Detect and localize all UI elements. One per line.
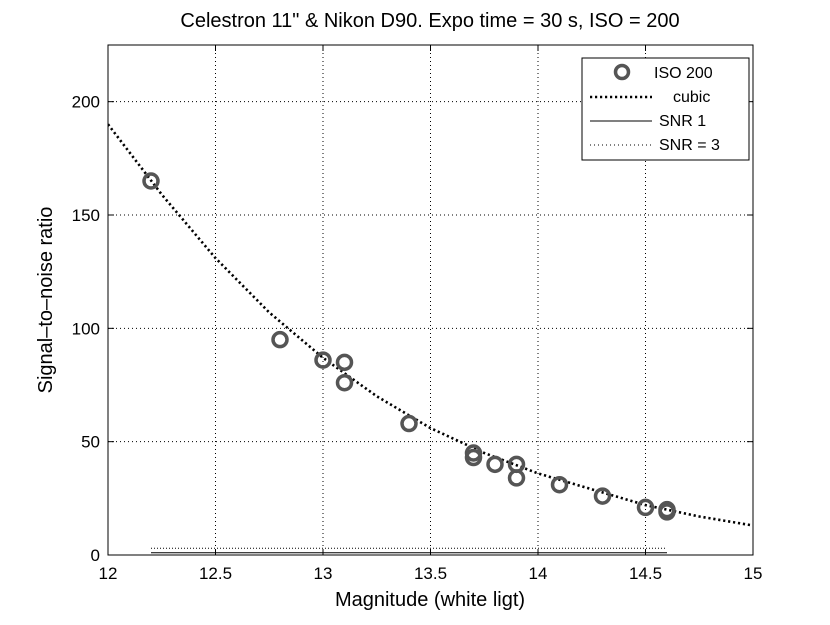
data-point bbox=[400, 414, 418, 433]
legend: ISO 200 cubic SNR 1 SNR = 3 bbox=[581, 57, 750, 161]
legend-iso200-marker-icon bbox=[613, 63, 631, 81]
y-tick-label: 0 bbox=[91, 546, 100, 565]
data-point bbox=[486, 455, 504, 474]
grid bbox=[108, 45, 753, 555]
y-tick-label: 50 bbox=[81, 433, 100, 452]
x-tick-label: 14 bbox=[529, 564, 548, 583]
data-point bbox=[593, 487, 612, 505]
data-point bbox=[507, 469, 526, 487]
y-axis-label: Signal–to–noise ratio bbox=[35, 207, 57, 394]
legend-iso200-label: ISO 200 bbox=[654, 65, 713, 82]
data-point bbox=[550, 475, 569, 494]
x-tick-label: 15 bbox=[744, 564, 763, 583]
x-axis-label: Magnitude (white ligt) bbox=[335, 589, 525, 611]
y-tick-label: 100 bbox=[72, 319, 100, 338]
data-point bbox=[335, 373, 354, 392]
series-layer bbox=[108, 123, 753, 554]
x-axis: 12 12.5 13 13.5 14 14.5 15 bbox=[99, 45, 763, 583]
y-tick-label: 150 bbox=[72, 206, 100, 225]
data-point bbox=[314, 351, 332, 369]
chart-title: Celestron 11" & Nikon D90. Expo time = 3… bbox=[180, 10, 679, 32]
x-tick-label: 13.5 bbox=[414, 564, 447, 583]
y-axis: 0 50 100 150 200 bbox=[72, 93, 753, 565]
y-tick-label: 200 bbox=[72, 93, 100, 112]
data-point bbox=[464, 448, 483, 467]
x-tick-label: 12.5 bbox=[199, 564, 232, 583]
x-tick-label: 14.5 bbox=[629, 564, 662, 583]
legend-snr1-label: SNR 1 bbox=[659, 113, 706, 130]
legend-snr3-label: SNR = 3 bbox=[659, 137, 720, 154]
data-point bbox=[335, 353, 354, 372]
x-tick-label: 12 bbox=[99, 564, 118, 583]
x-tick-label: 13 bbox=[314, 564, 333, 583]
data-point bbox=[658, 503, 676, 521]
data-point bbox=[271, 330, 289, 349]
legend-cubic-label: cubic bbox=[673, 89, 710, 106]
data-point bbox=[636, 498, 655, 517]
cubic-fit-line bbox=[108, 123, 753, 527]
data-point bbox=[142, 172, 160, 190]
legend-box bbox=[581, 57, 750, 161]
